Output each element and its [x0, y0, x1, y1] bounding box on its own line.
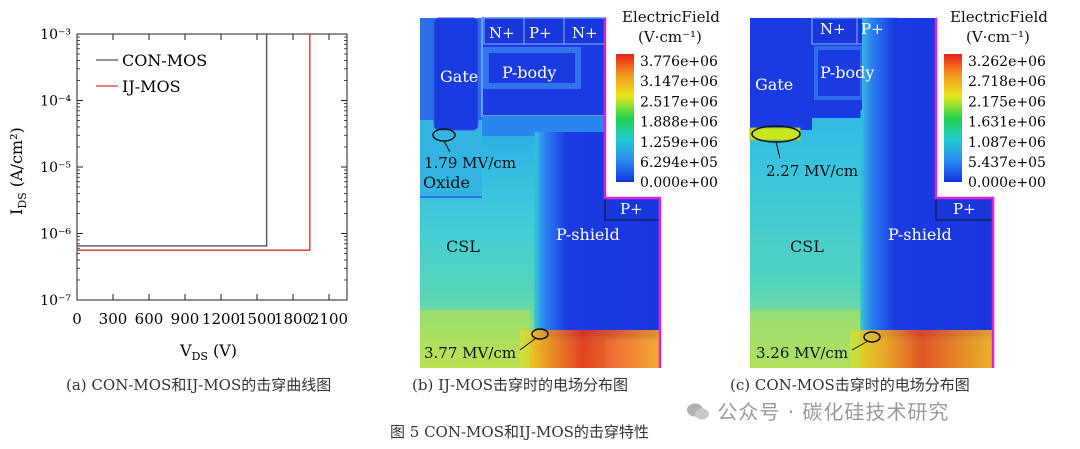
panel-b-field-map: Gate N+ P+ N+ P-body Oxide CSL P-shield … [420, 8, 720, 368]
colorbar-labels: 3.776e+06 3.147e+06 2.517e+06 1.888e+06 1.25… [640, 54, 718, 191]
p-plus-top [523, 17, 565, 45]
label-csl: CSL [446, 237, 480, 256]
colorbar-label: 1.888e+06 [640, 115, 718, 131]
colorbar-label: 5.437e+05 [968, 155, 1046, 171]
x-tick-label: 1800 [274, 310, 312, 328]
y-axis-ticks: 10⁻³ 10⁻⁴ 10⁻⁵ 10⁻⁶ 10⁻⁷ [40, 27, 347, 309]
colorbar-label: 3.776e+06 [640, 54, 718, 70]
channel-region [482, 116, 605, 136]
gate-electrode [750, 18, 812, 130]
p-shield-region [536, 132, 660, 338]
x-tick-label: 600 [135, 310, 164, 328]
colorbar-label: 1.087e+06 [968, 135, 1046, 151]
series-line-ij-mos [77, 34, 311, 251]
n-plus [811, 17, 858, 45]
label-p-body: P-body [502, 63, 556, 82]
subcaption-a: (a) CON-MOS和IJ-MOS的击穿曲线图 [66, 376, 332, 394]
gate-oxide-hot [749, 127, 801, 141]
watermark: 公众号 · 碳化硅技术研究 [686, 396, 949, 425]
label-n-plus: N+ [820, 20, 846, 38]
boundary-outline [934, 18, 995, 368]
label-p-body: P-body [820, 63, 874, 82]
peak-field-marker [531, 328, 549, 340]
peak-field-marker [863, 331, 881, 343]
colorbar-label: 0.000e+00 [968, 175, 1046, 191]
colorbar-title: ElectricField [950, 8, 1048, 26]
colorbar [944, 54, 962, 182]
y-tick-label: 10⁻⁵ [40, 160, 71, 176]
label-p-plus-side: P+ [620, 200, 643, 218]
colorbar-label: 0.000e+00 [640, 175, 718, 191]
colorbar-unit: (V·cm⁻¹) [638, 28, 702, 46]
colorbar-label: 3.262e+06 [968, 54, 1046, 70]
watermark-text: 公众号 · 碳化硅技术研究 [717, 400, 950, 424]
label-p-shield: P-shield [556, 225, 620, 244]
legend-label-con-mos: CON-MOS [122, 51, 207, 70]
annotation-oxide-field: 2.27 MV/cm [766, 162, 858, 180]
label-n-plus-2: N+ [572, 24, 598, 42]
label-p-plus-top: P+ [529, 24, 552, 42]
y-tick-label: 10⁻⁷ [40, 293, 71, 309]
annotation-oxide-field: 1.79 MV/cm [424, 154, 516, 172]
label-p-plus-top: P+ [861, 20, 884, 38]
annotation-peak-field: 3.26 MV/cm [756, 344, 848, 362]
legend-label-ij-mos: IJ-MOS [122, 77, 181, 96]
colorbar-label: 1.259e+06 [640, 135, 718, 151]
y-tick-label: 10⁻⁴ [40, 94, 71, 110]
colorbar-label: 2.175e+06 [968, 94, 1046, 110]
colorbar-label: 2.718e+06 [968, 74, 1046, 90]
label-p-shield: P-shield [888, 225, 952, 244]
panel-a-chart: 10⁻³ 10⁻⁴ 10⁻⁵ 10⁻⁶ 10⁻⁷ 0 300 600 900 120015001… [7, 27, 348, 363]
label-n-plus-1: N+ [489, 24, 515, 42]
x-tick-label: 900 [171, 310, 200, 328]
gate-electrode [433, 17, 479, 131]
high-field-zone [850, 330, 993, 368]
legend: CON-MOS IJ-MOS [96, 51, 207, 96]
series-line-con-mos [77, 34, 268, 247]
colorbar-labels: 3.262e+06 2.718e+06 2.175e+06 1.631e+06 1.08… [968, 54, 1046, 191]
x-tick-label: 1200 [202, 310, 240, 328]
colorbar [616, 54, 634, 182]
label-p-plus-side: P+ [953, 200, 976, 218]
x-tick-label: 1500 [238, 310, 276, 328]
p-shield-region [862, 18, 993, 338]
x-tick-label: 0 [72, 310, 82, 328]
boundary-outline [603, 18, 662, 368]
wechat-icon [686, 402, 710, 422]
high-field-zone [520, 330, 660, 368]
x-tick-label: 300 [99, 310, 128, 328]
figure-caption: 图 5 CON-MOS和IJ-MOS的击穿特性 [390, 423, 649, 441]
colorbar-unit: (V·cm⁻¹) [966, 28, 1030, 46]
panel-c-field-map: Gate N+ P+ P-body CSL P-shield P+ 2.27 M… [749, 8, 1048, 368]
colorbar-label: 2.517e+06 [640, 94, 718, 110]
colorbar-label: 1.631e+06 [968, 115, 1046, 131]
subcaption-c: (c) CON-MOS击穿时的电场分布图 [730, 376, 970, 394]
annotation-peak-field: 3.77 MV/cm [424, 344, 516, 362]
colorbar-title: ElectricField [622, 8, 720, 26]
label-gate: Gate [755, 75, 793, 94]
colorbar-label: 3.147e+06 [640, 74, 718, 90]
n-plus-2 [563, 17, 606, 45]
label-oxide: Oxide [423, 173, 470, 192]
x-axis-label: VDS (V) [179, 341, 237, 363]
label-gate: Gate [440, 67, 478, 86]
label-csl: CSL [790, 237, 824, 256]
y-tick-label: 10⁻³ [40, 27, 71, 43]
y-axis-label: IDS (A/cm²) [7, 127, 29, 215]
x-tick-label: 2100 [310, 310, 348, 328]
y-tick-label: 10⁻⁶ [40, 227, 71, 243]
subcaption-b: (b) IJ-MOS击穿时的电场分布图 [412, 376, 629, 394]
plot-frame [76, 33, 348, 301]
colorbar-label: 6.294e+05 [640, 155, 718, 171]
chart-series [77, 34, 311, 251]
